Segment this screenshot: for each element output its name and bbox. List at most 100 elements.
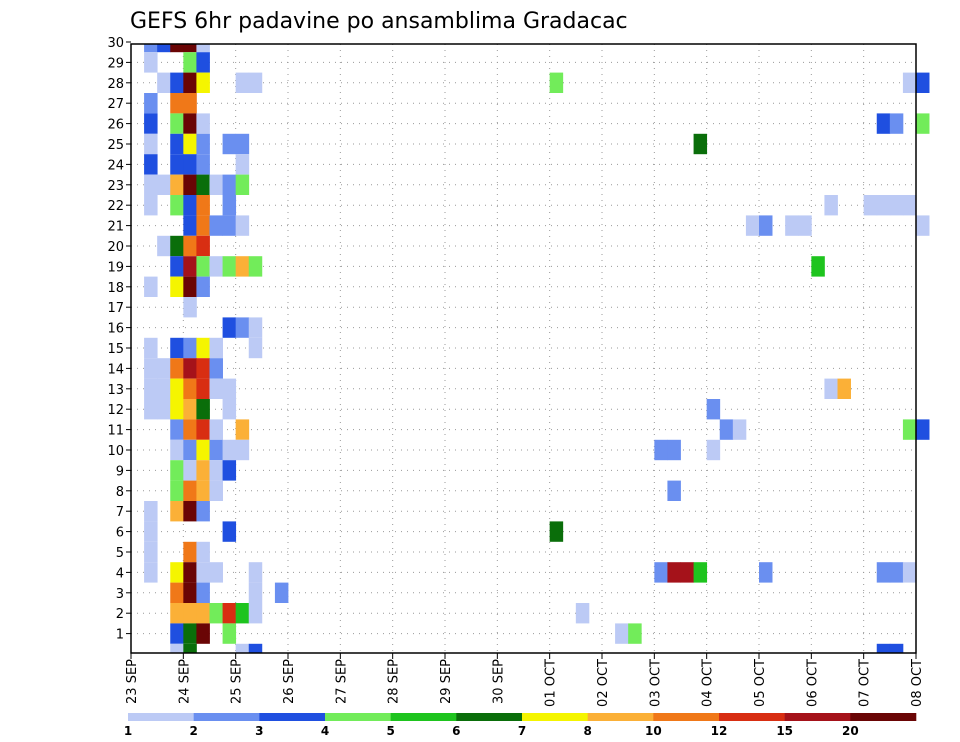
heatmap-cell [209, 256, 223, 277]
x-axis: 23 SEP 24 SEP 25 SEP 26 SEP 27 SEP 28 SEP 29 S… [125, 653, 925, 707]
heatmap-cell [209, 378, 223, 399]
heatmap-cell [235, 256, 250, 277]
colorbar-label: 5 [386, 724, 394, 738]
y-tick-label: 26 [107, 118, 124, 133]
colorbar-swatch [193, 713, 260, 721]
heatmap-cell [235, 133, 250, 155]
colorbar-swatch [719, 713, 785, 721]
x-tick-label: 27 SEP [334, 659, 349, 704]
heatmap-cell [209, 603, 223, 624]
grid-lines [131, 44, 916, 653]
colorbar-swatch [653, 713, 720, 721]
x-tick-label: 24 SEP [177, 659, 192, 704]
heatmap-cell [196, 72, 210, 93]
heatmap-cell [235, 154, 250, 175]
heatmap-cell [248, 582, 263, 603]
heatmap-cell [144, 337, 158, 359]
heatmap-cell [183, 399, 197, 420]
heatmap-cell [170, 235, 184, 257]
heatmap-cell [144, 501, 158, 522]
heatmap-cell [196, 460, 210, 481]
heatmap-cell [196, 419, 210, 440]
heatmap-cell [183, 235, 197, 257]
heatmap-cell [170, 174, 184, 195]
heatmap-cell [902, 419, 917, 440]
y-tick-label: 28 [107, 77, 124, 92]
y-tick-label: 17 [107, 301, 124, 316]
y-tick-label: 10 [107, 444, 124, 459]
y-tick-label: 14 [107, 362, 124, 377]
heatmap-cell [144, 276, 158, 297]
heatmap-cell [170, 399, 184, 420]
heatmap-cell [222, 460, 237, 481]
heatmap-cell [170, 337, 184, 359]
heatmap-cell [209, 439, 223, 461]
y-tick-label: 24 [107, 158, 124, 173]
heatmap-cell [209, 419, 223, 440]
colorbar-swatch [784, 713, 851, 721]
heatmap-cell [824, 195, 838, 216]
heatmap-cell [170, 501, 184, 522]
heatmap-cell [183, 439, 197, 461]
heatmap-cell [693, 133, 708, 155]
heatmap-cell [183, 501, 197, 522]
heatmap-cell [889, 643, 904, 653]
heatmap-cell [876, 562, 891, 583]
colorbar-swatch [325, 713, 391, 721]
heatmap-cell [157, 72, 171, 93]
y-tick-label: 12 [107, 403, 124, 418]
heatmap-cell [615, 623, 629, 644]
heatmap-cell [248, 256, 263, 277]
heatmap-cell [144, 133, 158, 155]
colorbar-label: 2 [189, 724, 197, 738]
heatmap-cell [235, 215, 250, 236]
heatmap-cell [183, 52, 197, 73]
y-tick-label: 2 [116, 607, 124, 622]
heatmap-cell [667, 480, 681, 501]
heatmap-cells [144, 44, 930, 653]
y-tick-label: 11 [107, 424, 124, 439]
heatmap-cell [170, 643, 184, 653]
heatmap-cell [889, 562, 904, 583]
heatmap-cell [183, 215, 197, 236]
heatmap-cell [183, 460, 197, 481]
heatmap-cell [157, 358, 171, 379]
heatmap-cell [837, 378, 851, 399]
x-tick-label: 06 OCT [805, 659, 820, 707]
heatmap-cell [170, 439, 184, 461]
heatmap-cell [183, 358, 197, 379]
heatmap-cell [222, 256, 237, 277]
heatmap-cell [196, 337, 210, 359]
heatmap-cell [235, 72, 250, 93]
heatmap-cell [785, 215, 799, 236]
heatmap-cell [209, 480, 223, 501]
y-tick-label: 6 [116, 526, 124, 541]
heatmap-cell [170, 378, 184, 399]
heatmap-cell [745, 215, 760, 236]
heatmap-cell [759, 562, 773, 583]
heatmap-cell [759, 215, 773, 236]
heatmap-cell [183, 603, 197, 624]
heatmap-cell [183, 623, 197, 644]
heatmap-cell [889, 195, 904, 216]
colorbar-label: 4 [321, 724, 329, 738]
heatmap-cell [916, 215, 930, 236]
colorbar-swatch [587, 713, 654, 721]
x-tick-label: 02 OCT [596, 659, 611, 707]
colorbar-label: 1 [124, 724, 132, 738]
colorbar: 1 2 3 4 5 6 7 8 10 12 15 20 [124, 713, 917, 738]
heatmap-cell [183, 480, 197, 501]
colorbar-swatch [456, 713, 523, 721]
colorbar-label: 8 [583, 724, 591, 738]
heatmap-cell [248, 603, 263, 624]
y-tick-label: 21 [107, 220, 124, 235]
heatmap-cell [575, 603, 590, 624]
heatmap-cell [170, 133, 184, 155]
heatmap-cell [732, 419, 747, 440]
colorbar-label: 12 [711, 724, 728, 738]
heatmap-cell [183, 643, 197, 653]
y-axis: 1234567891011121314151617181920212223242… [107, 36, 131, 643]
x-tick-label: 29 SEP [439, 659, 454, 704]
x-tick-label: 23 SEP [125, 659, 140, 704]
